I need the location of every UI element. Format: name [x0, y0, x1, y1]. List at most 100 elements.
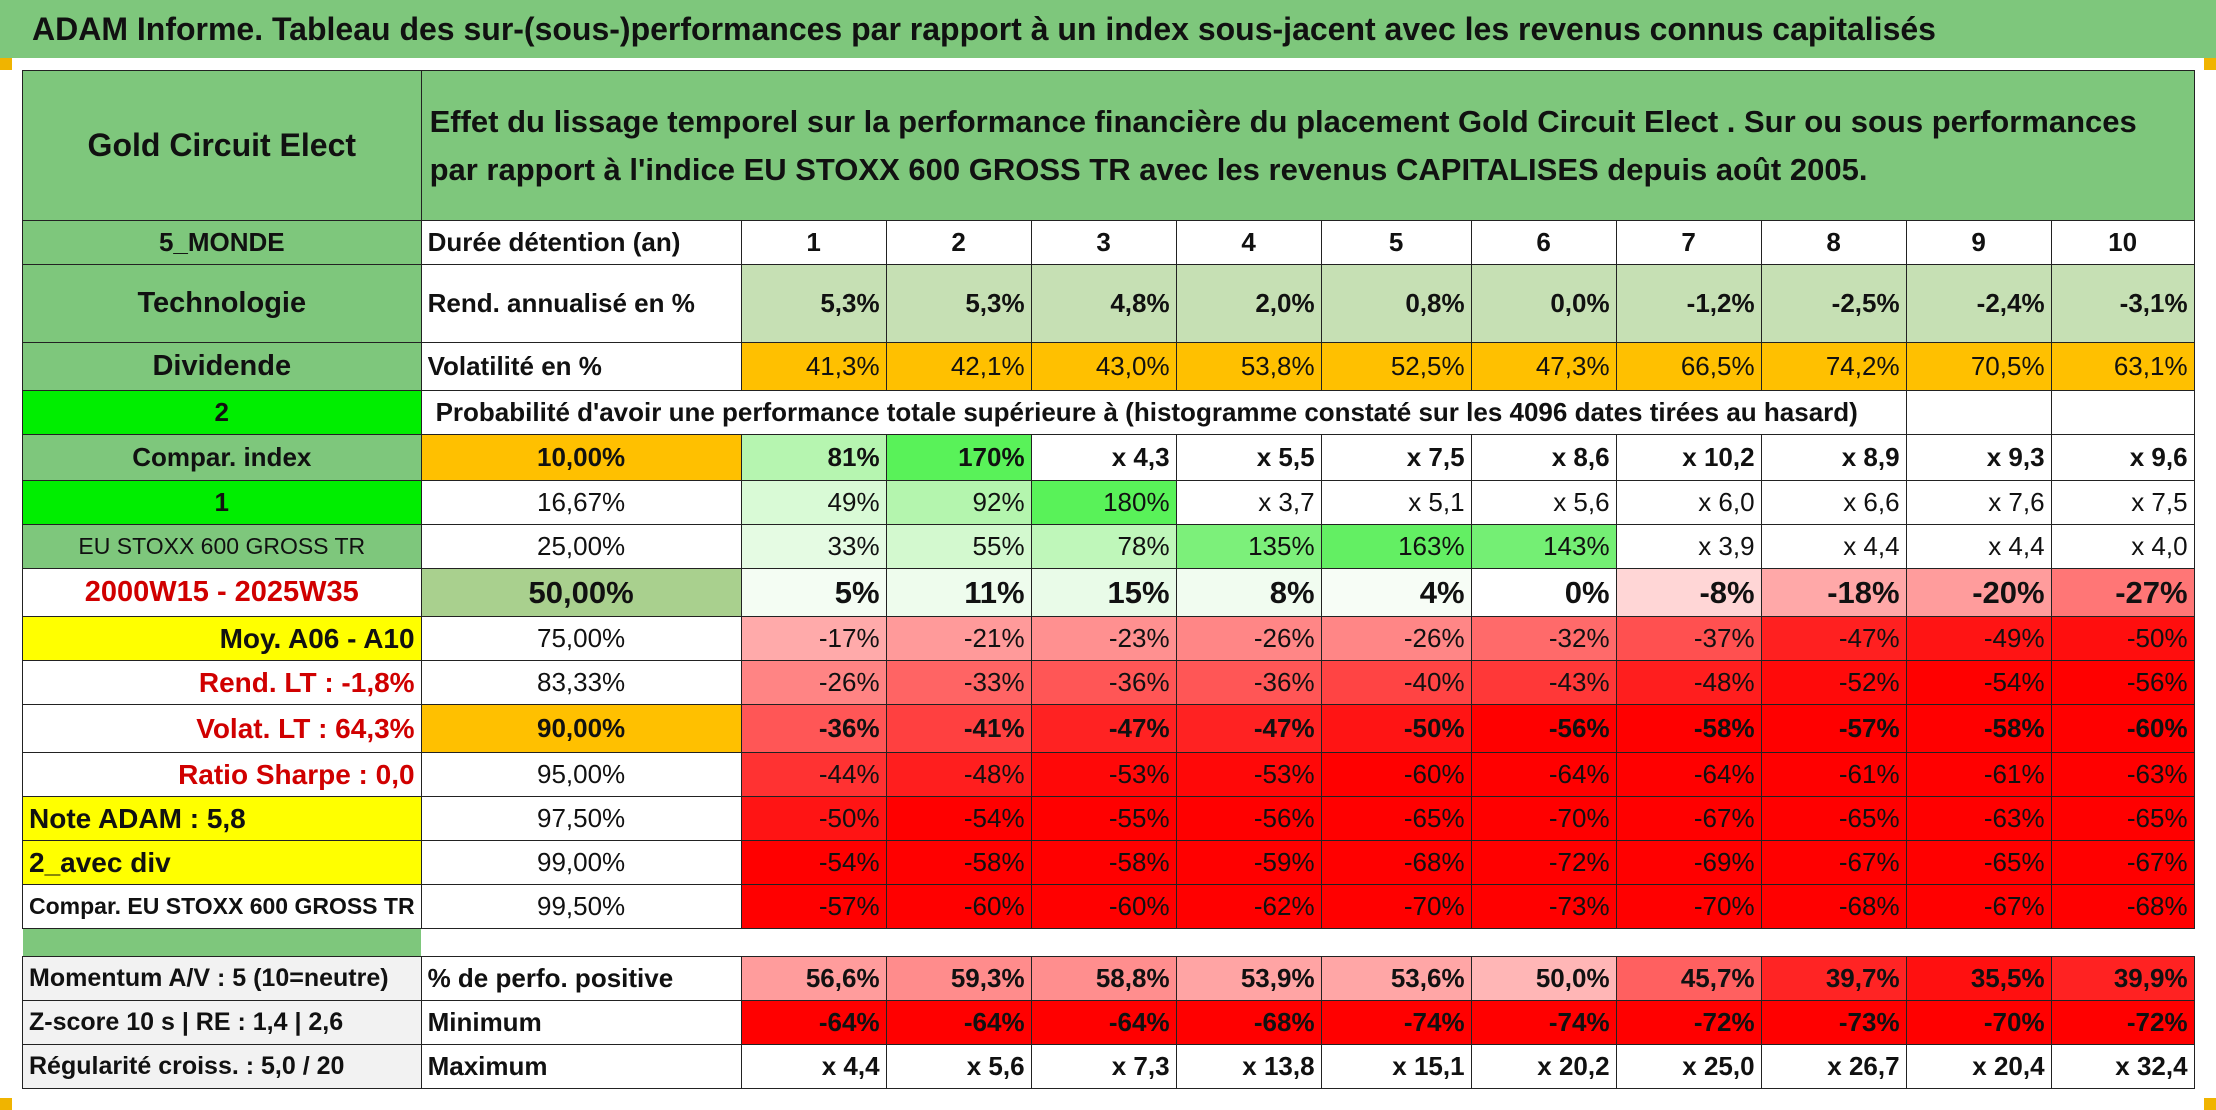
- percentile-value-cell: -67%: [1905, 884, 2052, 929]
- row-label-moy: Moy. A06 - A10: [22, 616, 422, 661]
- percentile-value-cell: x 10,2: [1615, 434, 1762, 481]
- asset-name: Gold Circuit Elect: [22, 70, 422, 221]
- stat-value-cell: -74%: [1320, 1000, 1472, 1045]
- percentile-value-cell: x 4,0: [2050, 524, 2195, 569]
- holding-duration-label: Durée détention (an): [420, 220, 742, 265]
- percentile-value-cell: x 8,6: [1470, 434, 1617, 481]
- stat-value-cell: 56,6%: [740, 956, 887, 1001]
- percentile-value-cell: -21%: [885, 616, 1032, 661]
- percentile-value-cell: -65%: [1760, 796, 1907, 841]
- percentile-value-cell: -61%: [1760, 752, 1907, 797]
- stat-value-cell: -64%: [1030, 1000, 1177, 1045]
- year-header: 2: [885, 220, 1032, 265]
- row-label-sharpe: Ratio Sharpe : 0,0: [22, 752, 422, 797]
- percentile-value-cell: x 3,9: [1615, 524, 1762, 569]
- percentile-label: 50,00%: [420, 568, 742, 617]
- percentile-value-cell: x 8,9: [1760, 434, 1907, 481]
- year-header: 3: [1030, 220, 1177, 265]
- stat-value-cell: x 20,4: [1905, 1044, 2052, 1089]
- percentile-value-cell: -48%: [1615, 660, 1762, 705]
- percentile-value-cell: 81%: [740, 434, 887, 481]
- level-2-cell[interactable]: 2: [22, 390, 422, 435]
- volatility-cell: 74,2%: [1760, 342, 1907, 391]
- percentile-value-cell: -73%: [1470, 884, 1617, 929]
- percentile-value-cell: x 5,1: [1320, 480, 1472, 525]
- stat-value-cell: x 26,7: [1760, 1044, 1907, 1089]
- percentile-value-cell: -49%: [1905, 616, 2052, 661]
- year-header: 6: [1470, 220, 1617, 265]
- percentile-value-cell: -67%: [1615, 796, 1762, 841]
- percentile-value-cell: -18%: [1760, 568, 1907, 617]
- percentile-value-cell: -56%: [1470, 704, 1617, 753]
- percentile-value-cell: -41%: [885, 704, 1032, 753]
- percentile-value-cell: x 7,6: [1905, 480, 2052, 525]
- stat-value-cell: 39,7%: [1760, 956, 1907, 1001]
- percentile-label: 99,00%: [420, 840, 742, 885]
- annual-return-cell: 2,0%: [1175, 264, 1322, 343]
- percentile-value-cell: 49%: [740, 480, 887, 525]
- sector-label: Technologie: [22, 264, 422, 343]
- percentile-label: 10,00%: [420, 434, 742, 481]
- stat-label-zscore: Z-score 10 s | RE : 1,4 | 2,6: [22, 1000, 422, 1045]
- percentile-value-cell: -63%: [2050, 752, 2195, 797]
- stat-value-cell: -73%: [1760, 1000, 1907, 1045]
- stat-value-cell: 58,8%: [1030, 956, 1177, 1001]
- percentile-value-cell: -56%: [2050, 660, 2195, 705]
- percentile-label: 90,00%: [420, 704, 742, 753]
- stat-row-label: Minimum: [420, 1000, 742, 1045]
- percentile-value-cell: -70%: [1320, 884, 1472, 929]
- row-label-num1: 1: [22, 480, 422, 525]
- percentile-value-cell: -68%: [1320, 840, 1472, 885]
- percentile-value-cell: -60%: [885, 884, 1032, 929]
- percentile-value-cell: -36%: [740, 704, 887, 753]
- percentile-value-cell: 163%: [1320, 524, 1472, 569]
- annual-return-cell: 5,3%: [740, 264, 887, 343]
- stat-value-cell: -72%: [1615, 1000, 1762, 1045]
- percentile-value-cell: 8%: [1175, 568, 1322, 617]
- volatility-cell: 63,1%: [2050, 342, 2195, 391]
- percentile-value-cell: -62%: [1175, 884, 1322, 929]
- percentile-value-cell: -65%: [1905, 840, 2052, 885]
- corner-marker: [0, 1098, 12, 1110]
- percentile-value-cell: -36%: [1030, 660, 1177, 705]
- annual-return-cell: 0,0%: [1470, 264, 1617, 343]
- percentile-value-cell: -47%: [1030, 704, 1177, 753]
- empty-cell: [1905, 390, 2052, 435]
- percentile-value-cell: -55%: [1030, 796, 1177, 841]
- corner-marker: [0, 58, 12, 70]
- percentile-value-cell: -61%: [1905, 752, 2052, 797]
- percentile-label: 95,00%: [420, 752, 742, 797]
- percentile-value-cell: -58%: [885, 840, 1032, 885]
- stat-value-cell: x 5,6: [885, 1044, 1032, 1089]
- percentile-label: 75,00%: [420, 616, 742, 661]
- percentile-value-cell: -52%: [1760, 660, 1907, 705]
- percentile-value-cell: -37%: [1615, 616, 1762, 661]
- stat-row-label: % de perfo. positive: [420, 956, 742, 1001]
- percentile-value-cell: -58%: [1615, 704, 1762, 753]
- volatility-cell: 43,0%: [1030, 342, 1177, 391]
- row-label-period: 2000W15 - 2025W35: [22, 568, 422, 617]
- percentile-value-cell: 135%: [1175, 524, 1322, 569]
- row-label-index-name: EU STOXX 600 GROSS TR: [22, 524, 422, 569]
- percentile-value-cell: -70%: [1470, 796, 1617, 841]
- volatility-cell: 42,1%: [885, 342, 1032, 391]
- percentile-label: 83,33%: [420, 660, 742, 705]
- row-label-note: Note ADAM : 5,8: [22, 796, 422, 841]
- percentile-value-cell: -23%: [1030, 616, 1177, 661]
- percentile-value-cell: -68%: [2050, 884, 2195, 929]
- stat-value-cell: x 15,1: [1320, 1044, 1472, 1089]
- percentile-value-cell: 5%: [740, 568, 887, 617]
- probability-label: Probabilité d'avoir une performance tota…: [420, 390, 1907, 435]
- percentile-value-cell: x 7,5: [1320, 434, 1472, 481]
- row-label-compar-full: Compar. EU STOXX 600 GROSS TR: [22, 884, 422, 929]
- stat-value-cell: 59,3%: [885, 956, 1032, 1001]
- year-header: 9: [1905, 220, 2052, 265]
- empty-cell: [2050, 390, 2195, 435]
- percentile-label: 25,00%: [420, 524, 742, 569]
- percentile-value-cell: 0%: [1470, 568, 1617, 617]
- percentile-value-cell: -36%: [1175, 660, 1322, 705]
- percentile-value-cell: -59%: [1175, 840, 1322, 885]
- percentile-value-cell: 33%: [740, 524, 887, 569]
- corner-marker: [2204, 1098, 2216, 1110]
- stat-value-cell: -74%: [1470, 1000, 1617, 1045]
